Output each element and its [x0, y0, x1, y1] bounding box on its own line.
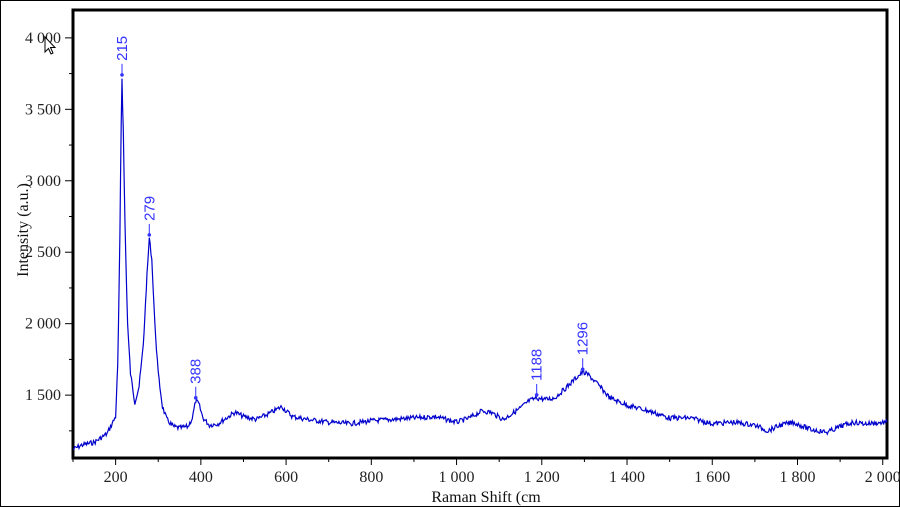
mouse-cursor-icon — [44, 35, 57, 55]
x-tick-label: 1 000 — [439, 469, 475, 486]
y-tick-label: 3 500 — [25, 101, 61, 118]
peak-label: 1188 — [529, 349, 546, 381]
peak-label: 279 — [141, 196, 158, 221]
x-tick-label: 1 200 — [524, 469, 560, 486]
y-tick-label: 3 000 — [25, 173, 61, 190]
peak-label: 215 — [114, 36, 131, 61]
peak-label: 388 — [188, 359, 205, 384]
peak-marker-dot — [120, 73, 124, 77]
y-tick-label: 2 000 — [25, 316, 61, 333]
y-tick-label: 1 500 — [25, 387, 61, 404]
x-tick-label: 1 600 — [694, 469, 730, 486]
x-tick-label: 1 400 — [609, 469, 645, 486]
y-tick-label: 4 000 — [25, 30, 61, 47]
x-tick-label: 400 — [189, 469, 213, 486]
x-tick-label: 2 000 — [865, 469, 900, 486]
peak-marker-dot — [193, 396, 198, 400]
x-tick-label: 1 800 — [780, 469, 816, 486]
y-tick-label: 2 500 — [25, 244, 61, 261]
x-tick-label: 600 — [274, 469, 298, 486]
peak-marker-dot — [147, 233, 152, 237]
x-tick-label: 800 — [359, 469, 383, 486]
y-axis-label: Intensity (a.u.) — [15, 183, 32, 277]
peak-marker-dot — [534, 393, 539, 397]
peak-marker-dot — [580, 367, 585, 372]
spectrum-line — [72, 78, 888, 451]
x-tick-label: 200 — [104, 469, 128, 486]
x-axis-label: Raman Shift (cm — [431, 489, 541, 506]
peak-label: 1296 — [575, 322, 592, 355]
plot-area-frame — [71, 8, 889, 460]
